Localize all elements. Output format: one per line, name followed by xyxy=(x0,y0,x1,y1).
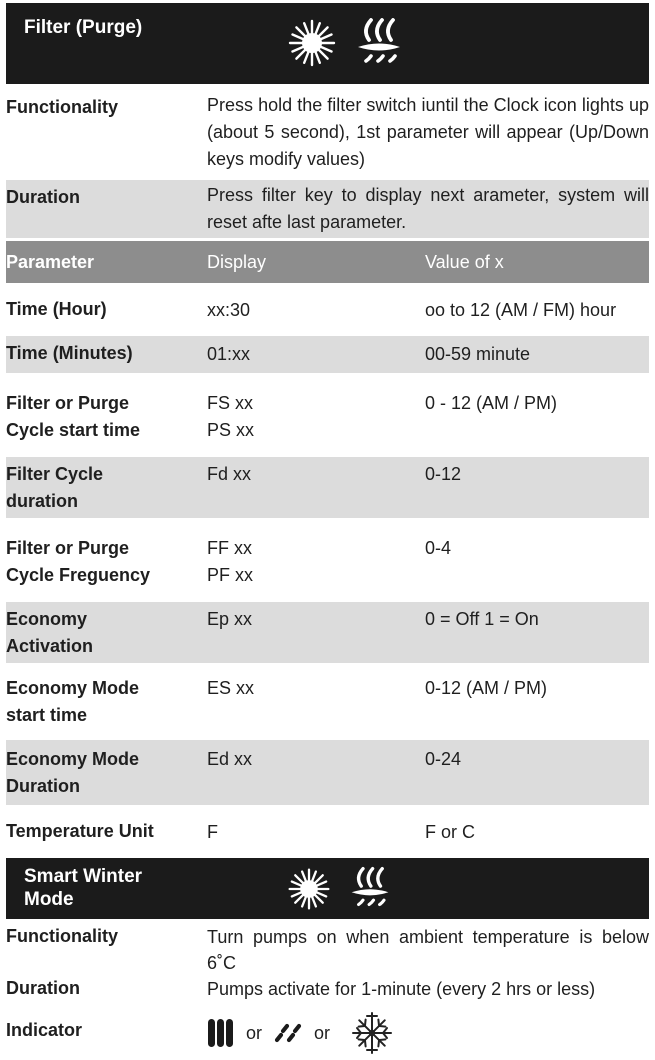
value-cell: F or C xyxy=(425,822,476,842)
divider xyxy=(6,238,649,241)
sun-icon xyxy=(287,866,331,912)
display-cell: xx:30 xyxy=(207,300,251,320)
smart-winter-mode-header: Smart Winter Mode xyxy=(6,858,649,919)
duration-text: Pumps activate for 1-minute (every 2 hrs… xyxy=(207,979,596,999)
value-cell: 0 - 12 (AM / PM) xyxy=(425,393,558,413)
col-header-value: Value of x xyxy=(425,251,504,272)
or-text: or xyxy=(314,1022,331,1043)
value-cell: 0-24 xyxy=(425,749,462,769)
header-icons xyxy=(287,17,404,69)
table-row: Temperature Unit F F or C xyxy=(6,805,649,858)
display-cell: Fd xx xyxy=(207,464,252,484)
section-title: Filter (Purge) xyxy=(24,17,143,38)
duration-text: Press filter key to display next aramete… xyxy=(207,185,649,232)
sun-icon xyxy=(287,17,337,69)
param-cell: Economy Mode start time xyxy=(6,678,140,725)
duration-label: Duration xyxy=(6,187,80,207)
steam-icon xyxy=(348,866,392,908)
display-cell: 01:xx xyxy=(207,344,251,364)
display-cell: FS xx PS xx xyxy=(207,393,255,440)
three-bars-icon xyxy=(207,1017,234,1049)
table-row: Economy Activation Ep xx 0 = Off 1 = On xyxy=(6,602,649,663)
value-cell: 00-59 minute xyxy=(425,344,531,364)
or-text: or xyxy=(246,1022,263,1043)
functionality-text: Press hold the filter switch iuntil the … xyxy=(207,95,649,169)
table-header-row: Parameter Display Value of x xyxy=(6,241,649,283)
section-title: Smart Winter Mode xyxy=(24,866,143,910)
indicator-icons: or or xyxy=(207,1008,649,1056)
param-cell: Filter or Purge Cycle start time xyxy=(6,393,141,440)
functionality-text: Turn pumps on when ambient temperature i… xyxy=(207,927,649,973)
double-slash-icon xyxy=(274,1023,302,1043)
col-header-display: Display xyxy=(207,251,267,272)
functionality-row: Functionality Turn pumps on when ambient… xyxy=(6,919,649,976)
functionality-label: Functionality xyxy=(6,926,118,946)
display-cell: Ed xx xyxy=(207,749,253,769)
param-cell: Time (Hour) xyxy=(6,299,107,319)
indicator-label: Indicator xyxy=(6,1020,83,1040)
snowflake-icon xyxy=(350,1010,394,1056)
param-cell: Filter or Purge Cycle Freguency xyxy=(6,538,151,585)
param-cell: Economy Activation xyxy=(6,609,94,656)
table-row: Time (Hour) xx:30 oo to 12 (AM / FM) hou… xyxy=(6,283,649,336)
value-cell: 0-4 xyxy=(425,538,452,558)
table-row: Time (Minutes) 01:xx 00-59 minute xyxy=(6,336,649,373)
col-header-parameter: Parameter xyxy=(6,251,95,272)
param-cell: Economy Mode Duration xyxy=(6,749,140,796)
duration-row: Duration Press filter key to display nex… xyxy=(6,180,649,238)
value-cell: 0-12 xyxy=(425,464,462,484)
display-cell: F xyxy=(207,822,218,842)
functionality-row: Functionality Press hold the filter swit… xyxy=(6,84,649,180)
param-cell: Filter Cycle duration xyxy=(6,464,104,511)
param-cell: Temperature Unit xyxy=(6,821,154,841)
table-row: Filter or Purge Cycle start time FS xx P… xyxy=(6,373,649,457)
param-cell: Time (Minutes) xyxy=(6,343,133,363)
value-cell: 0 = Off 1 = On xyxy=(425,609,539,629)
table-row: Economy Mode start time ES xx 0-12 (AM /… xyxy=(6,663,649,740)
display-cell: FF xx PF xx xyxy=(207,538,254,585)
steam-icon xyxy=(354,17,404,65)
table-row: Filter or Purge Cycle Freguency FF xx PF… xyxy=(6,518,649,602)
value-cell: oo to 12 (AM / FM) hour xyxy=(425,300,617,320)
value-cell: 0-12 (AM / PM) xyxy=(425,678,548,698)
filter-purge-header: Filter (Purge) xyxy=(6,3,649,84)
display-cell: Ep xx xyxy=(207,609,253,629)
display-cell: ES xx xyxy=(207,678,255,698)
table-row: Filter Cycle duration Fd xx 0-12 xyxy=(6,457,649,518)
duration-row: Duration Pumps activate for 1-minute (ev… xyxy=(6,976,649,1002)
header-icons xyxy=(287,866,392,912)
duration-label: Duration xyxy=(6,978,80,998)
table-row: Economy Mode Duration Ed xx 0-24 xyxy=(6,740,649,805)
indicator-row: Indicator or xyxy=(6,1008,649,1060)
functionality-label: Functionality xyxy=(6,97,118,117)
